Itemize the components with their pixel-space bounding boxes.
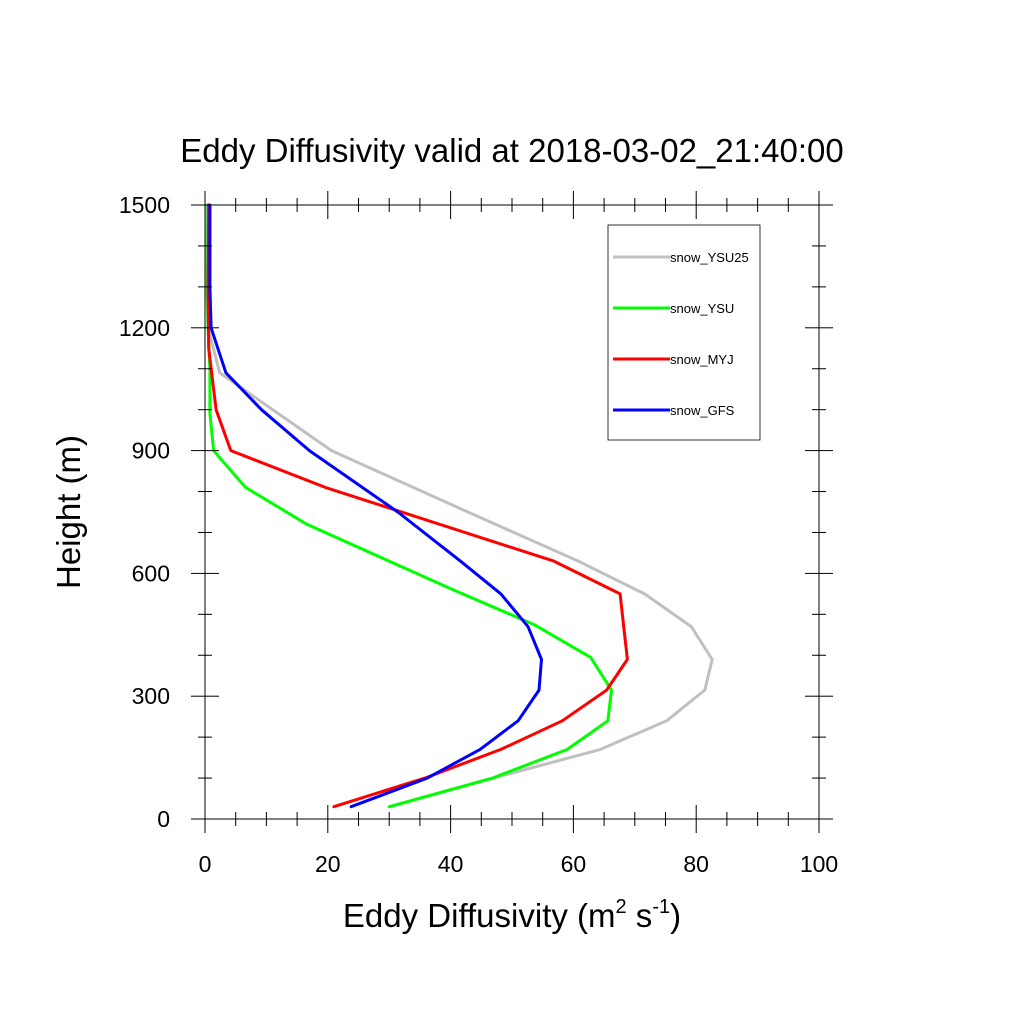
x-axis-label-sup2: -1	[652, 896, 670, 918]
chart-title: Eddy Diffusivity valid at 2018-03-02_21:…	[180, 132, 843, 169]
x-axis-label-mid: s	[627, 897, 653, 934]
legend-label-snow_MYJ: snow_MYJ	[670, 352, 734, 367]
series-line-snow_GFS	[208, 203, 543, 809]
y-tick-label: 600	[132, 560, 170, 586]
axis-tick-labels: 0 20 40 60 80 100 0 300 600 900 1200 1500	[119, 192, 838, 877]
axis-ticks	[191, 191, 833, 833]
y-tick-label: 300	[132, 683, 170, 709]
x-tick-label: 80	[683, 851, 709, 877]
x-axis-label-base: Eddy Diffusivity (m	[343, 897, 616, 934]
y-tick-label: 1200	[119, 315, 170, 341]
legend-label-snow_GFS: snow_GFS	[670, 403, 735, 418]
y-tick-label: 0	[157, 806, 170, 832]
x-tick-label: 0	[199, 851, 212, 877]
x-tick-label: 100	[800, 851, 838, 877]
x-axis-label-end: )	[670, 897, 681, 934]
series-line-snow_YSU25	[205, 203, 714, 809]
x-axis-label: Eddy Diffusivity (m2 s-1)	[343, 896, 681, 934]
x-tick-label: 40	[438, 851, 464, 877]
x-tick-label: 60	[561, 851, 587, 877]
legend: snow_YSU25 snow_YSU snow_MYJ snow_GFS	[607, 224, 761, 441]
y-tick-label: 1500	[119, 192, 170, 218]
legend-label-snow_YSU: snow_YSU	[670, 301, 734, 316]
legend-label-snow_YSU25: snow_YSU25	[670, 250, 749, 265]
y-axis-label: Height (m)	[50, 435, 87, 589]
y-tick-label: 900	[132, 438, 170, 464]
legend-box	[607, 224, 761, 441]
x-axis-label-sup1: 2	[616, 896, 627, 918]
x-tick-label: 20	[315, 851, 341, 877]
